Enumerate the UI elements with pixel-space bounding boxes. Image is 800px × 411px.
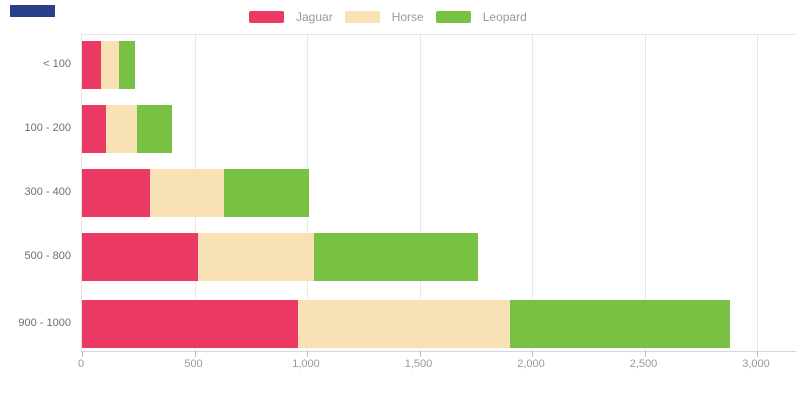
axis-tick xyxy=(420,351,421,357)
legend-label: Horse xyxy=(391,10,424,24)
bar-row xyxy=(82,105,172,153)
legend-item-horse[interactable]: Horse xyxy=(344,10,424,24)
legend-swatch-jaguar xyxy=(249,11,284,23)
bar-segment-horse[interactable] xyxy=(197,233,314,281)
legend-item-jaguar[interactable]: Jaguar xyxy=(249,10,333,24)
legend-label: Leopard xyxy=(482,10,527,24)
gridline xyxy=(532,35,533,351)
y-axis-label: 300 - 400 xyxy=(24,186,71,198)
x-axis-label: 1,000 xyxy=(292,358,320,370)
axis-tick xyxy=(757,351,758,357)
bar-segment-leopard[interactable] xyxy=(119,41,135,89)
y-axis-label: 500 - 800 xyxy=(24,250,71,262)
axis-tick xyxy=(82,351,83,357)
y-axis-label: < 100 xyxy=(43,58,71,70)
bar-segment-jaguar[interactable] xyxy=(82,41,102,89)
x-axis-label: 0 xyxy=(77,358,85,370)
bar-segment-leopard[interactable] xyxy=(223,169,310,217)
legend-item-leopard[interactable]: Leopard xyxy=(435,10,527,24)
axis-tick xyxy=(532,351,533,357)
bar-segment-horse[interactable] xyxy=(149,169,224,217)
bar-row xyxy=(82,41,135,89)
bar-segment-jaguar[interactable] xyxy=(82,233,198,281)
gridline xyxy=(757,35,758,351)
bar-row xyxy=(82,300,730,348)
x-axis-label: 2,500 xyxy=(629,358,658,370)
y-axis-label: 100 - 200 xyxy=(24,122,71,134)
x-axis-label: 500 xyxy=(184,358,203,370)
gridline xyxy=(420,35,421,351)
bar-segment-jaguar[interactable] xyxy=(82,169,150,217)
legend-label: Jaguar xyxy=(296,10,333,24)
bar-segment-leopard[interactable] xyxy=(313,233,479,281)
x-axis-label: 3,000 xyxy=(742,358,770,370)
plot-area xyxy=(81,34,796,357)
legend-swatch-leopard xyxy=(435,11,471,23)
axis-tick xyxy=(645,351,646,357)
x-axis-label: 1,500 xyxy=(404,358,433,370)
legend: Jaguar Horse Leopard xyxy=(249,10,527,24)
bar-segment-horse[interactable] xyxy=(101,41,120,89)
bar-segment-jaguar[interactable] xyxy=(82,105,106,153)
bar-segment-jaguar[interactable] xyxy=(82,300,298,348)
axis-tick xyxy=(307,351,308,357)
bar-segment-horse[interactable] xyxy=(105,105,138,153)
top-left-block xyxy=(10,5,55,17)
x-axis-label: 2,000 xyxy=(517,358,545,370)
gridline xyxy=(645,35,646,351)
bar-row xyxy=(82,233,479,281)
legend-swatch-horse xyxy=(344,11,380,23)
y-axis-label: 900 - 1000 xyxy=(18,317,71,329)
bar-segment-leopard[interactable] xyxy=(509,300,730,348)
axis-tick xyxy=(195,351,196,357)
bar-segment-leopard[interactable] xyxy=(137,105,172,153)
bar-row xyxy=(82,169,310,217)
bar-segment-horse[interactable] xyxy=(298,300,510,348)
